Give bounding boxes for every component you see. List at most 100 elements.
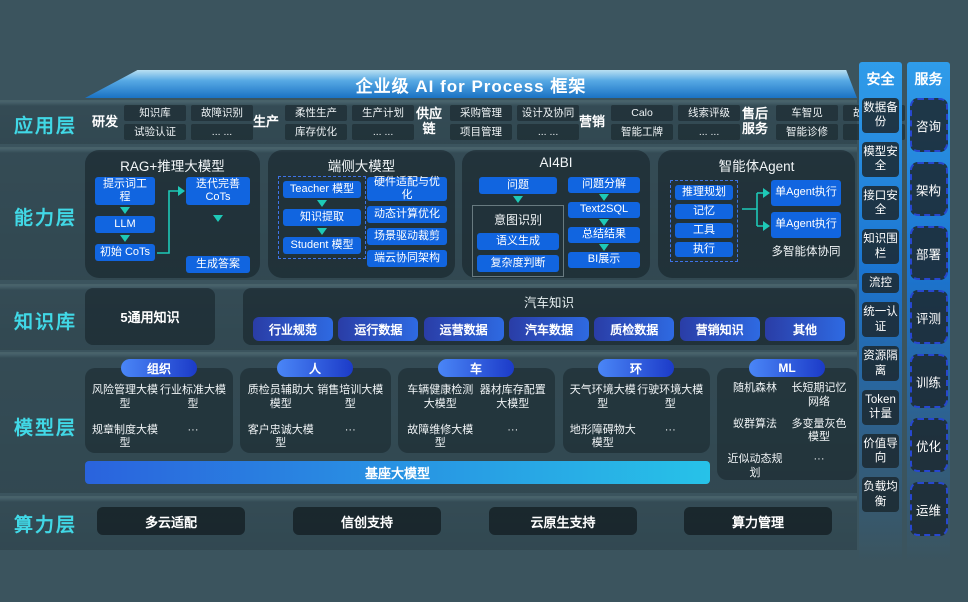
app-chip: 知识库 [124, 104, 187, 121]
knowledge-auto-box: 汽车知识 行业规范 运行数据 运营数据 汽车数据 质检数据 营销知识 其他 [243, 288, 855, 345]
app-chip: 车智见 [776, 104, 839, 121]
app-chip: 故障识别 [191, 104, 254, 121]
process-node: 生成答案 [186, 256, 250, 273]
app-chip: ... ... [678, 123, 741, 140]
model-group-pill: 组织 [121, 359, 197, 377]
security-item: 流控 [862, 273, 899, 294]
base-model-bar: 基座大模型 [85, 461, 710, 484]
model-name: 近似动态规划 [727, 453, 783, 479]
model-name: 随机森林 [733, 382, 777, 394]
process-node: 单Agent执行 [771, 212, 841, 238]
knowledge-pill: 汽车数据 [508, 317, 589, 341]
security-item: 统一认证 [862, 302, 899, 338]
app-chip: 智能诊修 [776, 123, 839, 140]
rag-right-flow: 迭代完善CoTs 生成答案 [186, 177, 250, 273]
process-node: 动态计算优化 [367, 206, 447, 223]
process-node: 硬件适配与优化 [367, 176, 447, 201]
label-compute-layer: 算力层 [14, 515, 78, 536]
edge-distill-flow: Teacher 模型 知识提取 Student 模型 [278, 176, 366, 259]
security-item: 价值导向 [862, 433, 899, 469]
service-item: 架构 [909, 162, 948, 216]
knowledge-pill: 运行数据 [338, 317, 419, 341]
label-knowledge-layer: 知识库 [14, 312, 78, 333]
process-node: 单Agent执行 [771, 180, 841, 206]
security-column-title: 安全 [866, 71, 895, 87]
app-chip: ... ... [191, 123, 254, 140]
knowledge-auto-title: 汽车知识 [523, 296, 574, 310]
model-grid: 天气环境大模型 行驶环境大模型 地形障碍物大模型 ··· [563, 368, 710, 451]
process-node: 场景驱动裁剪 [367, 228, 447, 245]
compute-item-cloudnative: 云原生支持 [489, 507, 637, 535]
application-groups-row: 研发 知识库 故障识别 试验认证 ... ... 生产 柔性生产 生产计划 库存… [92, 101, 906, 143]
capbox-title: 智能体Agent [718, 159, 795, 174]
services-column-title: 服务 [914, 71, 943, 87]
app-group-name: 售后服务 [742, 106, 769, 136]
app-chip: 智能工牌 [611, 123, 674, 140]
app-group-name: 研发 [92, 113, 119, 129]
model-group-vehicle: 车辆健康检测大模型 器材库存配置大模型 故障维修大模型 ··· [398, 368, 555, 453]
ai4bi-pipeline: 问题分解 Text2SQL 总结结果 BI展示 [568, 177, 640, 268]
process-node: 推理规划 [675, 185, 733, 200]
app-chip: 柔性生产 [285, 104, 348, 121]
framework-title: 企业级 AI for Process 框架 [355, 76, 587, 96]
knowledge-pill-row: 行业规范 运行数据 运营数据 汽车数据 质检数据 营销知识 其他 [243, 311, 855, 341]
edge-feature-list: 硬件适配与优化 动态计算优化 场景驱动裁剪 端云协同架构 [367, 176, 447, 267]
process-node: 知识提取 [283, 209, 361, 226]
base-model-label: 基座大模型 [364, 466, 430, 481]
model-name: ··· [187, 423, 199, 436]
process-node: 记忆 [675, 204, 733, 219]
security-item: Token计量 [862, 389, 899, 425]
model-name: 销售培训大模型 [317, 384, 384, 410]
arrow-down-icon [120, 207, 130, 214]
process-node: 问题分解 [568, 177, 640, 193]
model-name: ··· [813, 453, 825, 465]
knowledge-pill: 质检数据 [594, 317, 675, 341]
capability-box-rag: RAG+推理大模型 提示词工程 LLM 初始 CoTs 迭代完善CoTs 生成答… [85, 150, 260, 278]
model-name: 规章制度大模型 [92, 423, 158, 450]
compute-item-management: 算力管理 [684, 507, 832, 535]
app-chip: Calo [611, 104, 674, 121]
process-node: Text2SQL [568, 202, 640, 218]
compute-item-xinchuang: 信创支持 [293, 507, 441, 535]
process-node: 复杂度判断 [477, 255, 559, 272]
services-column: 服务 咨询 架构 部署 评测 训练 优化 运维 [907, 62, 950, 562]
arrow-down-icon [513, 196, 523, 203]
capability-box-ai4bi: AI4BI 问题 意图识别 语义生成 复杂度判断 问题分解 Text2SQL 总… [462, 150, 650, 278]
model-name: 长短期记忆网络 [791, 382, 847, 408]
model-grid: 风险管理大模型 行业标准大模型 规章制度大模型 ··· [85, 368, 233, 451]
security-column: 安全 数据备份 模型安全 接口安全 知识围栏 流控 统一认证 资源隔离 Toke… [859, 62, 902, 562]
knowledge-pill: 行业规范 [253, 317, 333, 341]
service-item: 训练 [909, 354, 948, 408]
label-capability-layer: 能力层 [14, 208, 78, 229]
process-node: 初始 CoTs [95, 244, 155, 261]
model-group-pill: 环 [598, 359, 674, 377]
model-group-environment: 天气环境大模型 行驶环境大模型 地形障碍物大模型 ··· [563, 368, 710, 453]
process-node: 执行 [675, 242, 733, 257]
agent-executors: 单Agent执行 单Agent执行 多智能体协同 [771, 180, 841, 259]
model-grid: 随机森林 长短期记忆网络 蚁群算法 多变量灰色模型 近似动态规划 ··· [717, 368, 857, 481]
compute-item-multicloud: 多云适配 [97, 507, 245, 535]
app-group-chips: 采购管理 设计及协同 项目管理 ... ... [450, 104, 580, 140]
process-node: LLM [95, 216, 155, 233]
security-item: 接口安全 [862, 185, 899, 221]
arrow-down-icon [599, 219, 609, 226]
model-group-ml: 随机森林 长短期记忆网络 蚁群算法 多变量灰色模型 近似动态规划 ··· [717, 368, 857, 480]
arrow-down-icon [213, 215, 223, 222]
label-model-layer: 模型层 [14, 418, 78, 439]
security-item: 知识围栏 [862, 229, 899, 264]
framework-title-banner: 企业级 AI for Process 框架 [85, 70, 857, 98]
app-group-chips: 柔性生产 生产计划 库存优化 ... ... [285, 104, 415, 140]
knowledge-general-label: 5通用知识 [120, 310, 180, 325]
knowledge-general-box: 5通用知识 [85, 288, 215, 345]
app-group-chips: Calo 线索评级 智能工牌 ... ... [611, 104, 741, 140]
arrow-down-icon [317, 200, 327, 207]
rag-left-flow: 提示词工程 LLM 初始 CoTs [95, 177, 155, 261]
model-name: 行业标准大模型 [160, 384, 226, 410]
process-node: 工具 [675, 223, 733, 238]
service-item: 部署 [909, 226, 948, 280]
capbox-title: RAG+推理大模型 [120, 159, 225, 174]
service-item: 运维 [909, 482, 948, 536]
knowledge-pill: 运营数据 [423, 317, 504, 341]
app-chip: 试验认证 [124, 123, 187, 140]
app-group-name: 生产 [253, 113, 280, 129]
